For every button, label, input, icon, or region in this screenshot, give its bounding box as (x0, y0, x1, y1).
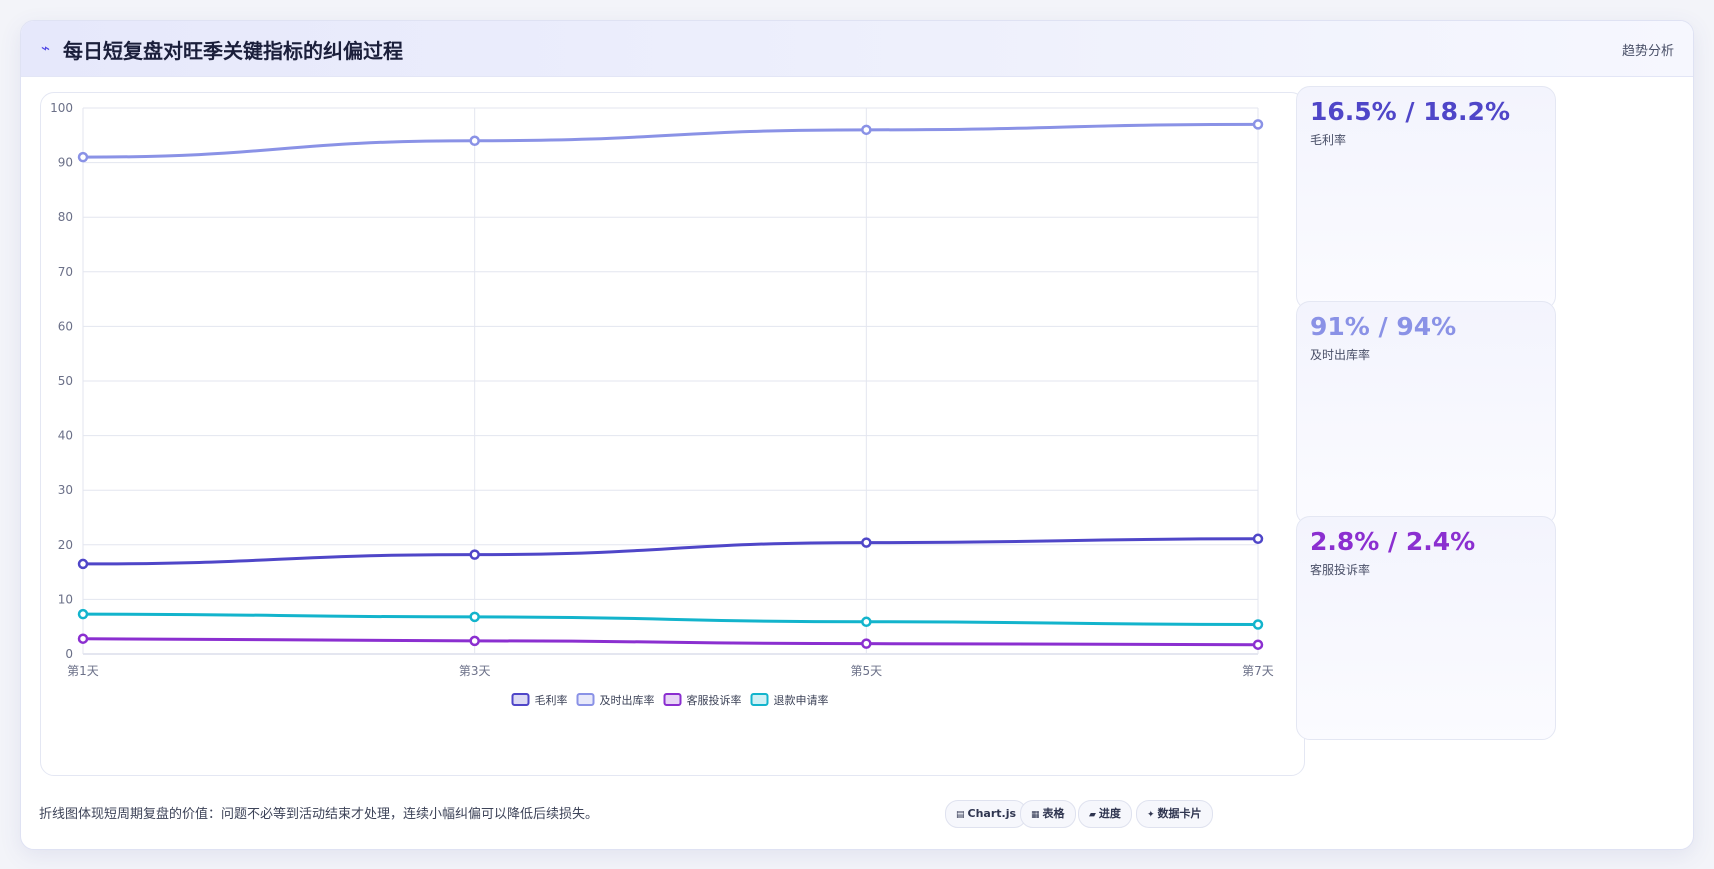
y-tick-label: 100 (50, 101, 73, 115)
x-tick-label: 第1天 (67, 664, 99, 678)
kpi-value: 91% / 94% (1310, 312, 1457, 341)
data-point (469, 549, 480, 560)
y-tick-label: 80 (58, 210, 73, 224)
data-point (77, 608, 89, 620)
data-point (861, 616, 872, 628)
kpi-label: 客服投诉率 (1310, 563, 1371, 577)
trend-line-icon: ⌁ (41, 39, 51, 57)
page-title: 每日短复盘对旺季关键指标的纠偏过程 (63, 39, 403, 63)
table-icon: ▦ (1031, 810, 1040, 820)
x-tick-label: 第3天 (459, 664, 491, 678)
data-point (469, 635, 480, 647)
kpi-card-on-time-shipping: 91% / 94% 及时出库率 (1296, 301, 1556, 525)
data-point (77, 633, 89, 644)
kpi-label: 毛利率 (1310, 133, 1347, 147)
legend-swatch (750, 693, 769, 706)
header-tag: 趋势分析 (1621, 44, 1674, 59)
x-tick-label: 第5天 (851, 664, 883, 678)
data-point (1252, 533, 1264, 545)
legend-label: 毛利率 (535, 693, 568, 707)
data-point (861, 124, 872, 136)
data-point (77, 151, 89, 163)
card-icon: ✦ (1147, 810, 1155, 820)
kpi-value: 16.5% / 18.2% (1310, 97, 1510, 126)
y-tick-label: 10 (58, 592, 73, 606)
legend-label: 客服投诉率 (687, 693, 742, 707)
chart-icon: ▤ (956, 810, 965, 820)
chip-label: 进度 (1098, 807, 1121, 820)
series-line (82, 637, 1259, 647)
kpi-card-gross-margin: 16.5% / 18.2% 毛利率 (1296, 86, 1556, 310)
y-tick-label: 30 (58, 483, 73, 497)
kpi-label: 及时出库率 (1310, 348, 1371, 362)
data-point (469, 135, 480, 147)
legend-label: 及时出库率 (600, 693, 655, 707)
data-point (861, 638, 872, 649)
legend-swatch (663, 693, 682, 706)
data-point (1252, 619, 1264, 630)
data-point (77, 558, 89, 570)
legend-swatch (511, 693, 530, 706)
footer-note: 折线图体现短周期复盘的价值：问题不必等到活动结束才处理，连续小幅纠偏可以降低后续… (39, 807, 599, 822)
chip-label: Chart.js (967, 807, 1017, 820)
y-tick-label: 70 (58, 265, 73, 279)
kpi-value: 2.8% / 2.4% (1310, 527, 1476, 556)
chip-label: 数据卡片 (1157, 807, 1202, 820)
y-tick-label: 50 (58, 374, 73, 388)
dashboard-card: ⌁ 每日短复盘对旺季关键指标的纠偏过程 趋势分析 0 10 20 30 40 50 60 70… (20, 20, 1694, 850)
chip-chartjs[interactable]: ▤ Chart.js (945, 800, 1028, 828)
data-point (1252, 119, 1264, 130)
chip-label: 表格 (1042, 807, 1065, 820)
y-tick-label: 90 (58, 156, 73, 170)
y-tick-label: 0 (65, 647, 73, 661)
chip-table[interactable]: ▦ 表格 (1020, 800, 1076, 828)
chart-panel: 0 10 20 30 40 50 60 70 80 90 100 第1天 第3天 第5天 第7天毛利率 及时出… (40, 92, 1305, 776)
series-line (82, 612, 1259, 627)
y-tick-label: 20 (58, 538, 73, 552)
progress-icon: ▰ (1089, 810, 1096, 820)
y-tick-label: 40 (58, 429, 73, 443)
data-point (861, 537, 872, 548)
card-header: ⌁ 每日短复盘对旺季关键指标的纠偏过程 趋势分析 (21, 21, 1693, 77)
legend-swatch (576, 693, 595, 706)
kpi-card-complaint-rate: 2.8% / 2.4% 客服投诉率 (1296, 516, 1556, 740)
data-point (1252, 639, 1264, 650)
x-tick-label: 第7天 (1242, 664, 1274, 678)
chip-data-card[interactable]: ✦ 数据卡片 (1136, 800, 1213, 828)
y-tick-label: 60 (58, 319, 73, 333)
series-line (82, 122, 1259, 159)
legend-label: 退款申请率 (774, 693, 829, 707)
chip-progress[interactable]: ▰ 进度 (1078, 800, 1132, 828)
data-point (469, 611, 480, 623)
series-line (82, 537, 1259, 566)
